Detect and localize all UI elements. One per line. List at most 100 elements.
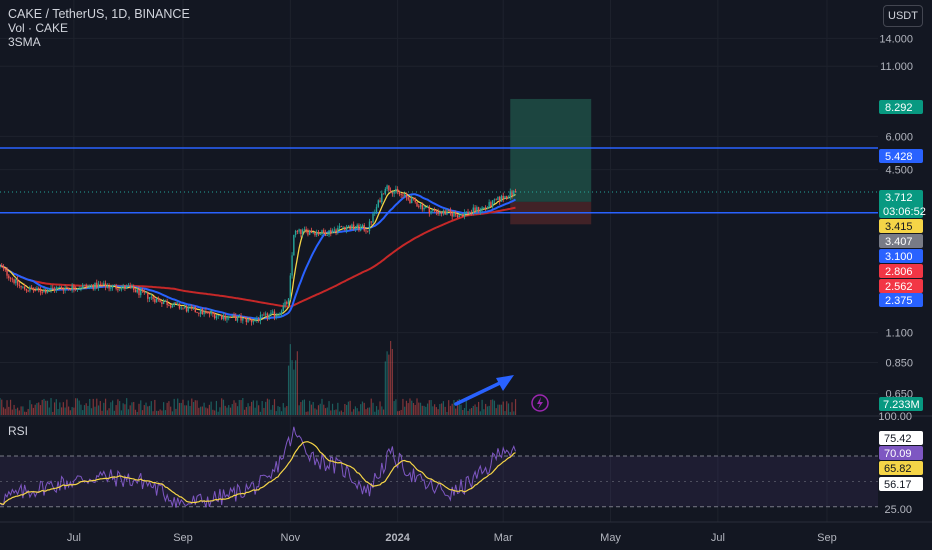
volume-bar	[391, 348, 393, 415]
volume-bar	[39, 405, 42, 415]
candle-body	[345, 227, 348, 231]
currency-button[interactable]: USDT	[883, 5, 923, 27]
price-tag-label: 3.712	[885, 192, 913, 204]
volume-bar	[94, 406, 96, 415]
volume-bar	[477, 401, 480, 415]
volume-bar	[390, 340, 392, 415]
volume-bar	[358, 411, 360, 415]
candle-body	[254, 319, 256, 322]
candle-body	[115, 285, 117, 289]
candle-body	[118, 289, 121, 291]
volume-bar	[382, 409, 385, 415]
candle-body	[228, 316, 230, 319]
volume-bar	[148, 405, 151, 415]
volume-bar	[349, 400, 351, 415]
candle-body	[220, 315, 223, 319]
volume-bar	[170, 406, 172, 415]
candle-body	[53, 288, 56, 291]
volume-tag-label: 7.233M	[883, 399, 920, 411]
price-tag-label: 3.415	[885, 221, 913, 233]
candle-body	[159, 299, 161, 303]
volume-bar	[119, 401, 121, 415]
candle-body	[224, 315, 226, 320]
candle-body	[134, 289, 137, 293]
candle-body	[155, 298, 158, 303]
candle-body	[367, 230, 369, 232]
candle-body	[180, 307, 182, 309]
volume-bar	[506, 401, 508, 415]
candle-body	[145, 292, 147, 294]
candle-body	[298, 229, 300, 232]
candle-body	[396, 188, 399, 192]
candle-body	[307, 230, 309, 235]
volume-bar	[173, 398, 175, 415]
volume-bar	[316, 409, 318, 415]
volume-bar	[314, 408, 316, 415]
candle-body	[138, 289, 140, 296]
volume-bar	[444, 406, 446, 415]
rsi-tag-label: 65.82	[884, 463, 912, 475]
date-axis: Jul Sep Nov 2024 Mar May Jul Sep	[67, 532, 837, 544]
volume-bar	[293, 369, 295, 415]
price-axis-tick: 11.000	[880, 61, 913, 73]
candle-body	[409, 199, 411, 204]
volume-bar	[326, 407, 328, 415]
volume-bar	[89, 398, 91, 415]
candle-body	[147, 292, 149, 299]
volume-bar	[425, 406, 427, 415]
volume-bar	[393, 401, 395, 415]
candle-body	[395, 188, 397, 192]
volume-bar	[141, 410, 144, 415]
volume-bar	[147, 406, 149, 415]
candle-body	[162, 301, 165, 304]
candle-body	[331, 230, 334, 234]
candle-body	[39, 289, 42, 292]
candle-body	[99, 284, 101, 286]
volume-bar	[331, 403, 334, 415]
candle-body	[242, 317, 244, 321]
volume-bar	[398, 410, 401, 415]
volume-bar	[45, 400, 47, 415]
volume-bar	[22, 406, 24, 415]
price-tag-bg	[879, 219, 923, 233]
candle-body	[140, 289, 142, 296]
candle-body	[293, 234, 295, 256]
volume-bar	[175, 408, 177, 415]
volume-bar	[210, 401, 212, 415]
volume-bar	[18, 410, 20, 415]
volume-bar	[465, 400, 467, 415]
volume-bar	[418, 402, 420, 415]
candle-body	[303, 229, 306, 230]
candle-body	[513, 190, 515, 196]
candle-body	[294, 230, 297, 235]
candle-body	[418, 206, 420, 208]
volume-bar	[476, 406, 478, 415]
volume-bar	[456, 400, 459, 415]
rsi-axis-tick: 100.00	[878, 411, 912, 423]
volume-bar	[126, 398, 128, 415]
volume-bar	[129, 405, 131, 415]
volume-bar	[43, 398, 45, 415]
volume-bar	[481, 399, 483, 415]
candle-body	[161, 302, 163, 304]
price-tag-bg	[879, 149, 923, 163]
candle-body	[22, 286, 24, 288]
grid-lines	[0, 0, 878, 522]
volume-bar	[426, 403, 429, 415]
candle-body	[252, 321, 255, 323]
candle-body	[335, 229, 337, 233]
candle-body	[286, 301, 288, 304]
volume-bar	[115, 405, 117, 415]
candle-body	[38, 287, 40, 290]
candle-body	[125, 285, 128, 289]
candle-body	[187, 307, 189, 312]
candle-body	[347, 225, 350, 228]
candle-body	[199, 309, 202, 314]
volume-bar	[150, 401, 152, 415]
candle-body	[117, 288, 119, 291]
volume-bar	[287, 365, 290, 415]
price-tag-bg	[879, 100, 923, 114]
candle-body	[472, 207, 475, 213]
